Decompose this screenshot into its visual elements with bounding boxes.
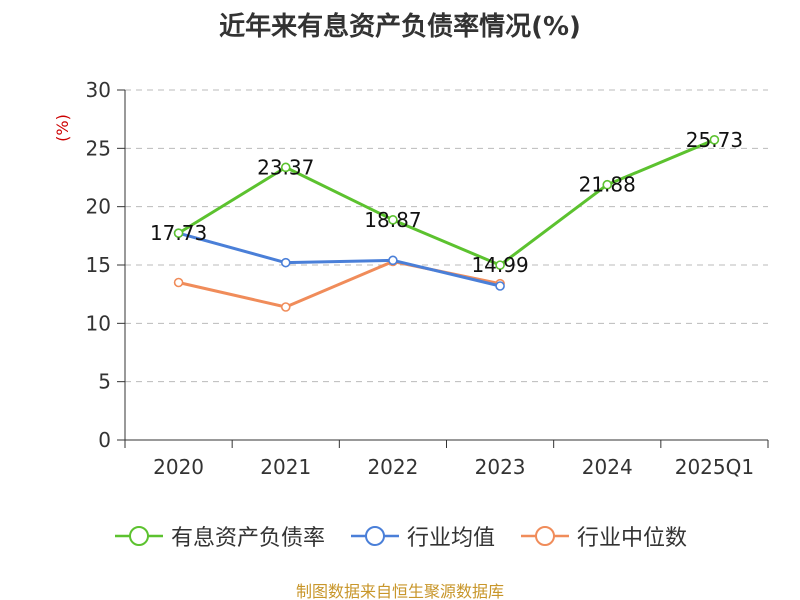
series-line <box>177 260 502 309</box>
data-point[interactable] <box>709 135 720 145</box>
legend: 有息资产负债率 行业均值 行业中位数 <box>0 520 800 552</box>
y-tick-label: 5 <box>98 370 111 394</box>
series-line <box>177 231 502 288</box>
data-label: 17.73 <box>150 221 207 245</box>
legend-line-marker-icon <box>350 526 399 546</box>
series-lines <box>173 135 720 312</box>
x-tick-label: 2023 <box>475 455 526 479</box>
chart-title: 近年来有息资产负债率情况(%) <box>219 12 581 42</box>
data-labels: 17.73 23.37 18.87 14.99 21.88 25.73 <box>150 128 743 277</box>
y-tick-label: 20 <box>86 195 111 219</box>
legend-label: 行业均值 <box>406 526 495 551</box>
y-tick-label: 30 <box>86 78 111 102</box>
legend-line-marker-icon <box>114 526 163 546</box>
x-tick-label: 2022 <box>367 455 418 479</box>
data-label: 23.37 <box>257 155 314 179</box>
y-tick-label: 25 <box>86 136 111 160</box>
data-label: 21.88 <box>579 173 636 197</box>
data-point[interactable] <box>495 260 505 270</box>
legend-item[interactable]: 有息资产负债率 <box>113 520 325 552</box>
data-point[interactable] <box>280 162 291 173</box>
data-label: 18.87 <box>364 208 421 232</box>
y-tick-label: 0 <box>98 428 111 452</box>
series-line <box>177 138 716 267</box>
data-point[interactable] <box>173 277 184 288</box>
data-label: 25.73 <box>686 128 743 152</box>
data-point[interactable] <box>173 228 184 238</box>
y-axis-unit-label: (%) <box>53 114 72 142</box>
source-note: 制图数据来自恒生聚源数据库 <box>295 582 504 600</box>
y-tick-label: 15 <box>86 253 111 277</box>
x-tick-label: 2020 <box>153 455 204 479</box>
grid-lines <box>125 89 768 383</box>
x-tick-label: 2024 <box>582 455 633 479</box>
x-tick-label: 2021 <box>260 455 311 479</box>
y-tick-label: 10 <box>86 311 111 335</box>
legend-label: 有息资产负债率 <box>170 526 325 551</box>
data-point[interactable] <box>280 257 291 268</box>
axes: 0 5 10 15 20 25 30 2020 2021 2022 2023 2024 2025Q1 <box>86 78 769 479</box>
legend-line-marker-icon <box>521 526 569 546</box>
data-point[interactable] <box>388 215 398 225</box>
data-point[interactable] <box>280 302 291 312</box>
data-label: 14.99 <box>471 253 528 277</box>
legend-item[interactable]: 行业均值 <box>349 520 495 552</box>
data-point[interactable] <box>495 281 505 291</box>
legend-item[interactable]: 行业中位数 <box>519 520 687 552</box>
data-point[interactable] <box>602 179 613 190</box>
data-point[interactable] <box>388 255 398 266</box>
legend-label: 行业中位数 <box>577 526 688 551</box>
x-tick-label: 2025Q1 <box>675 455 754 479</box>
